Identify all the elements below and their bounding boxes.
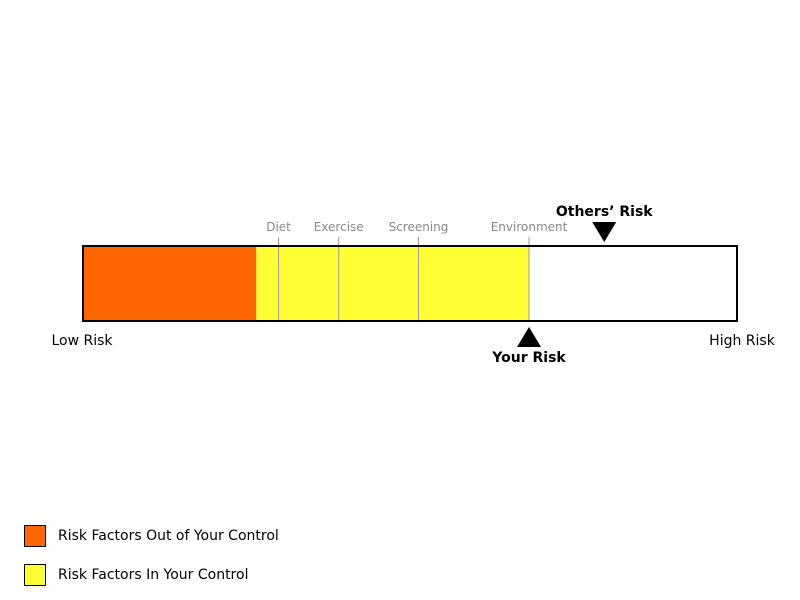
- divider-label-exercise: Exercise: [314, 220, 364, 234]
- marker-triangle-your-risk: [517, 327, 542, 347]
- marker-label-your-risk: Your Risk: [491, 350, 566, 366]
- risk-markers: Your Risk Others’ Risk: [491, 204, 653, 366]
- divider-label-screening: Screening: [389, 220, 449, 234]
- risk-bar-frame: [82, 245, 738, 322]
- legend-label-in-control: Risk Factors In Your Control: [58, 567, 249, 583]
- segment-1: [256, 246, 530, 321]
- marker-label-others-risk: Others’ Risk: [556, 204, 653, 220]
- factor-dividers: Diet Exercise Screening Environment: [266, 220, 568, 321]
- divider-label-diet: Diet: [266, 220, 291, 234]
- legend-swatch-out-of-control: [24, 525, 46, 547]
- marker-triangle-others-risk: [592, 222, 617, 242]
- divider-label-environment: Environment: [491, 220, 568, 234]
- legend-swatch-in-control: [24, 564, 46, 586]
- low-risk-label: Low Risk: [51, 333, 113, 349]
- segment-0: [83, 246, 257, 321]
- legend-label-out-of-control: Risk Factors Out of Your Control: [58, 528, 279, 544]
- legend-item-in-control: Risk Factors In Your Control: [24, 562, 248, 588]
- high-risk-label: High Risk: [709, 333, 776, 349]
- risk-segments: [83, 246, 530, 321]
- legend-item-out-of-control: Risk Factors Out of Your Control: [24, 523, 279, 549]
